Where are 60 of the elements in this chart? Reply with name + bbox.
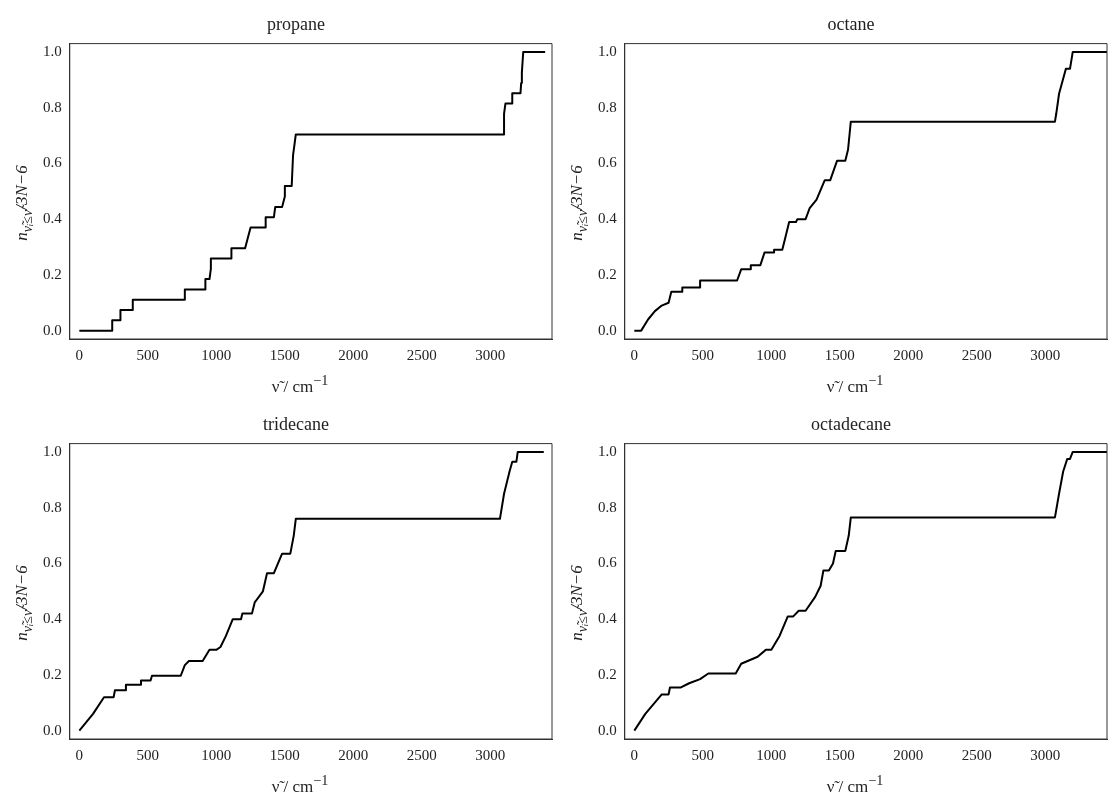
chart-title: propane xyxy=(267,13,325,34)
x-tick-label: 0 xyxy=(630,346,639,363)
x-tick-label: 2500 xyxy=(406,346,437,363)
x-tick-label: 0 xyxy=(75,346,84,363)
y-tick-label: 1.0 xyxy=(43,442,62,459)
y-tick-label: 0.8 xyxy=(598,498,617,515)
x-tick-label: 2000 xyxy=(893,746,924,763)
y-tick-label: 1.0 xyxy=(598,442,617,459)
x-tick-label: 1000 xyxy=(201,746,232,763)
x-tick-label: 500 xyxy=(691,746,715,763)
x-tick-label: 500 xyxy=(691,346,715,363)
y-tick-label: 0.8 xyxy=(598,98,617,115)
y-tick-label: 0.6 xyxy=(598,154,618,171)
y-tick-label: 0.8 xyxy=(43,498,62,515)
x-tick-label: 1500 xyxy=(269,746,300,763)
x-tick-label: 2500 xyxy=(961,346,992,363)
x-tick-label: 1500 xyxy=(824,746,855,763)
x-axis-title: ν̃ / cm$^{−1}$ xyxy=(270,372,330,397)
x-tick-label: 1000 xyxy=(756,746,787,763)
chart-title: octane xyxy=(827,13,875,34)
y-tick-label: 0.2 xyxy=(598,265,617,282)
x-tick-label: 1500 xyxy=(824,346,855,363)
x-axis-title: ν̃ / cm$^{−1}$ xyxy=(825,372,885,397)
x-tick-label: 1500 xyxy=(269,346,300,363)
y-tick-label: 0.6 xyxy=(43,154,63,171)
y-tick-label: 0.2 xyxy=(43,665,62,682)
y-tick-label: 0.0 xyxy=(598,321,617,338)
y-tick-label: 0.0 xyxy=(43,321,62,338)
y-tick-label: 1.0 xyxy=(598,42,617,59)
x-tick-label: 2500 xyxy=(406,746,437,763)
x-tick-label: 1000 xyxy=(756,346,787,363)
x-tick-label: 0 xyxy=(630,746,639,763)
y-tick-label: 0.4 xyxy=(598,210,618,227)
y-tick-label: 0.6 xyxy=(598,554,618,571)
x-tick-label: 3000 xyxy=(475,346,506,363)
x-tick-label: 2000 xyxy=(338,746,369,763)
y-tick-label: 0.2 xyxy=(43,265,62,282)
x-axis-title: ν̃ / cm$^{−1}$ xyxy=(825,772,885,797)
y-tick-label: 0.8 xyxy=(43,98,62,115)
x-tick-label: 0 xyxy=(75,746,84,763)
x-tick-label: 500 xyxy=(136,746,160,763)
x-tick-label: 3000 xyxy=(1030,346,1061,363)
chart-title: tridecane xyxy=(263,413,329,434)
x-tick-label: 1000 xyxy=(201,346,232,363)
x-tick-label: 500 xyxy=(136,346,160,363)
y-tick-label: 0.6 xyxy=(43,554,63,571)
y-tick-label: 0.4 xyxy=(598,610,618,627)
chart-title: octadecane xyxy=(811,413,891,434)
x-tick-label: 2000 xyxy=(893,346,924,363)
x-tick-label: 3000 xyxy=(475,746,506,763)
x-tick-label: 2500 xyxy=(961,746,992,763)
y-tick-label: 0.4 xyxy=(43,210,63,227)
y-tick-label: 0.2 xyxy=(598,665,617,682)
x-tick-label: 2000 xyxy=(338,346,369,363)
x-tick-label: 3000 xyxy=(1030,746,1061,763)
y-tick-label: 0.0 xyxy=(598,721,617,738)
y-tick-label: 0.0 xyxy=(43,721,62,738)
y-tick-label: 1.0 xyxy=(43,42,62,59)
x-axis-title: ν̃ / cm$^{−1}$ xyxy=(270,772,330,797)
y-tick-label: 0.4 xyxy=(43,610,63,627)
